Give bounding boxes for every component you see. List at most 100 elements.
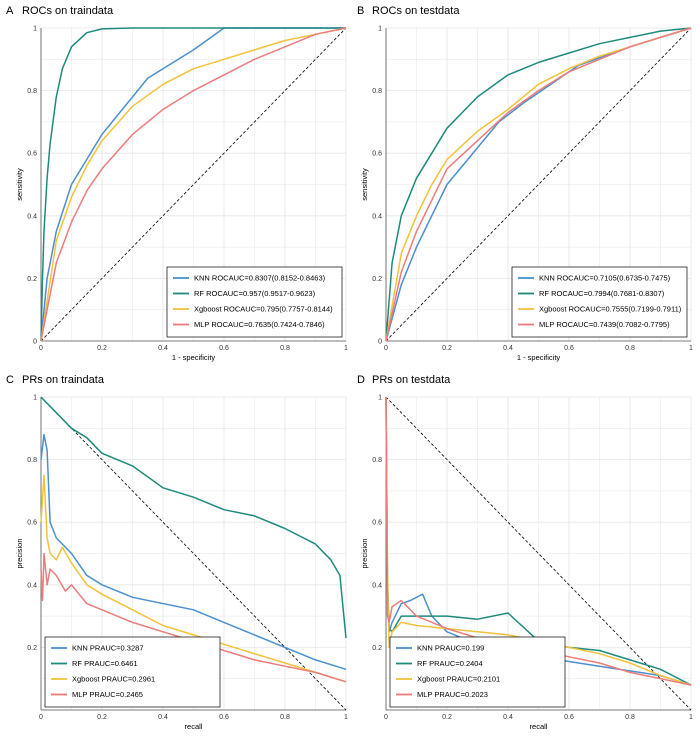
panel-b: B ROCs on testdata 0 0.2 0.4 0.6 0.8 1 0 0.2 0.4 0.… bbox=[357, 5, 693, 362]
y-tick-label: 0.2 bbox=[372, 276, 382, 283]
series-line-rf bbox=[40, 396, 347, 639]
x-tick-label: 0 bbox=[39, 714, 43, 721]
x-tick-label: 0.4 bbox=[503, 345, 513, 352]
diagonal-reference-line bbox=[385, 396, 692, 711]
series-line-rf bbox=[40, 27, 346, 342]
y-axis-label: precision bbox=[360, 538, 369, 568]
x-tick-label: 1 bbox=[689, 345, 693, 352]
y-tick-label: 0.8 bbox=[372, 88, 382, 95]
y-tick-label: 0.8 bbox=[372, 457, 382, 464]
y-tick-label: 0 bbox=[33, 339, 37, 346]
x-tick-label: 0.6 bbox=[219, 345, 229, 352]
legend-entry: Xgboost PRAUC=0.2101 bbox=[417, 675, 500, 684]
legend-box bbox=[389, 636, 566, 708]
x-tick-label: 0.4 bbox=[158, 345, 168, 352]
chart-title: PRs on testdata bbox=[372, 374, 451, 386]
x-tick-label: 0 bbox=[384, 345, 388, 352]
y-tick-label: 0.8 bbox=[27, 88, 37, 95]
y-tick-label: 1 bbox=[378, 26, 382, 33]
y-tick-label: 0.6 bbox=[27, 151, 37, 158]
diagonal-reference-line bbox=[40, 396, 347, 711]
series-line-rf bbox=[385, 396, 692, 686]
legend-entry: MLP PRAUC=0.2465 bbox=[72, 690, 143, 699]
panel-c: C PRs on traindata 0 0.2 0.4 0.6 0.8 1 0.2 0.4 0.6… bbox=[6, 374, 348, 731]
y-tick-label: 0.6 bbox=[27, 520, 37, 527]
chart-title: ROCs on testdata bbox=[372, 5, 460, 17]
legend-entry: MLP ROCAUC=0.7635(0.7424-0.7846) bbox=[194, 320, 325, 329]
x-tick-label: 0.6 bbox=[219, 714, 229, 721]
diagonal-reference-line bbox=[385, 27, 692, 342]
legend-entry: RF PRAUC=0.2404 bbox=[417, 659, 483, 668]
legend: KNN PRAUC=0.199 RF PRAUC=0.2404 Xgboost PR… bbox=[389, 636, 566, 708]
legend-box bbox=[44, 636, 221, 708]
series-line-knn bbox=[385, 396, 692, 686]
legend-entry: MLP PRAUC=0.2023 bbox=[417, 690, 488, 699]
legend-entry: RF PRAUC=0.6461 bbox=[72, 659, 138, 668]
y-tick-label: 0.2 bbox=[372, 645, 382, 652]
y-tick-label: 1 bbox=[33, 26, 37, 33]
x-tick-label: 0.8 bbox=[625, 714, 635, 721]
x-tick-label: 0.8 bbox=[625, 345, 635, 352]
legend-entry: Xgboost ROCAUC=0.7555(0.7199-0.7911) bbox=[539, 305, 682, 314]
legend-box bbox=[166, 266, 343, 338]
y-tick-label: 0.8 bbox=[27, 457, 37, 464]
x-tick-label: 1 bbox=[689, 714, 693, 721]
legend: KNN ROCAUC=0.7105(0.6735-0.7475) RF ROCAU… bbox=[511, 266, 688, 338]
y-tick-label: 1 bbox=[378, 395, 382, 402]
legend-entry: RF ROCAUC=0.957(0.9517-0.9623) bbox=[194, 289, 316, 298]
x-tick-label: 0 bbox=[384, 714, 388, 721]
y-tick-label: 0.4 bbox=[372, 213, 382, 220]
panel-letter: C bbox=[6, 374, 14, 386]
y-axis-label: sensitivity bbox=[360, 168, 369, 201]
legend-entry: KNN PRAUC=0.199 bbox=[417, 644, 484, 653]
series-line-mlp bbox=[385, 396, 692, 686]
y-axis-label: sensitivity bbox=[15, 168, 24, 201]
y-tick-label: 0.4 bbox=[27, 213, 37, 220]
series-line-knn bbox=[40, 433, 347, 671]
legend-box bbox=[511, 266, 688, 338]
y-tick-label: 0.2 bbox=[27, 276, 37, 283]
x-tick-label: 0.6 bbox=[564, 714, 574, 721]
x-tick-label: 0 bbox=[39, 345, 43, 352]
series-line-xgb bbox=[40, 474, 347, 683]
chart-title: PRs on traindata bbox=[22, 374, 105, 386]
y-tick-label: 0.6 bbox=[372, 520, 382, 527]
panel-letter: A bbox=[6, 5, 14, 17]
x-tick-label: 1 bbox=[344, 714, 348, 721]
x-axis-label: 1 - specificity bbox=[517, 353, 561, 362]
series-line-xgb bbox=[40, 27, 347, 342]
legend: KNN PRAUC=0.3287 RF PRAUC=0.6461 Xgboost P… bbox=[44, 636, 221, 708]
x-axis-label: 1 - specificity bbox=[172, 353, 216, 362]
series-line-mlp bbox=[40, 27, 347, 342]
series-line-mlp bbox=[385, 27, 692, 342]
diagonal-reference-line bbox=[40, 27, 347, 342]
panel-a: A ROCs on traindata 0 0.2 0.4 0.6 0.8 1 0 0.2 0.4 0… bbox=[6, 5, 348, 362]
series-line-rf bbox=[385, 27, 692, 342]
chart-title: ROCs on traindata bbox=[22, 5, 114, 17]
x-axis-label: recall bbox=[185, 722, 203, 731]
legend-entry: KNN ROCAUC=0.8307(0.8152-0.8463) bbox=[194, 274, 326, 283]
y-tick-label: 0.4 bbox=[27, 582, 37, 589]
x-tick-label: 0.2 bbox=[442, 345, 452, 352]
x-tick-label: 0.4 bbox=[503, 714, 513, 721]
panel-letter: B bbox=[357, 5, 364, 17]
panel-d: D PRs on testdata 0 0.2 0.4 0.6 0.8 1 0.2 0.4 0.6 0… bbox=[357, 374, 693, 731]
x-tick-label: 0.4 bbox=[158, 714, 168, 721]
x-tick-label: 0.8 bbox=[280, 345, 290, 352]
x-axis-label: recall bbox=[530, 722, 548, 731]
legend-entry: MLP ROCAUC=0.7439(0.7082-0.7795) bbox=[539, 320, 670, 329]
x-tick-label: 0.8 bbox=[280, 714, 290, 721]
x-tick-label: 0.6 bbox=[564, 345, 574, 352]
y-tick-label: 0.6 bbox=[372, 151, 382, 158]
legend-entry: Xgboost PRAUC=0.2961 bbox=[72, 675, 155, 684]
series-line-mlp bbox=[40, 552, 347, 683]
legend-entry: KNN ROCAUC=0.7105(0.6735-0.7475) bbox=[539, 274, 671, 283]
legend-entry: KNN PRAUC=0.3287 bbox=[72, 644, 144, 653]
legend-entry: Xgboost ROCAUC=0.795(0.7757-0.8144) bbox=[194, 305, 333, 314]
x-tick-label: 1 bbox=[344, 345, 348, 352]
panel-letter: D bbox=[357, 374, 365, 386]
y-tick-label: 0.4 bbox=[372, 582, 382, 589]
legend: KNN ROCAUC=0.8307(0.8152-0.8463) RF ROCAU… bbox=[166, 266, 343, 338]
y-tick-label: 0.2 bbox=[27, 645, 37, 652]
